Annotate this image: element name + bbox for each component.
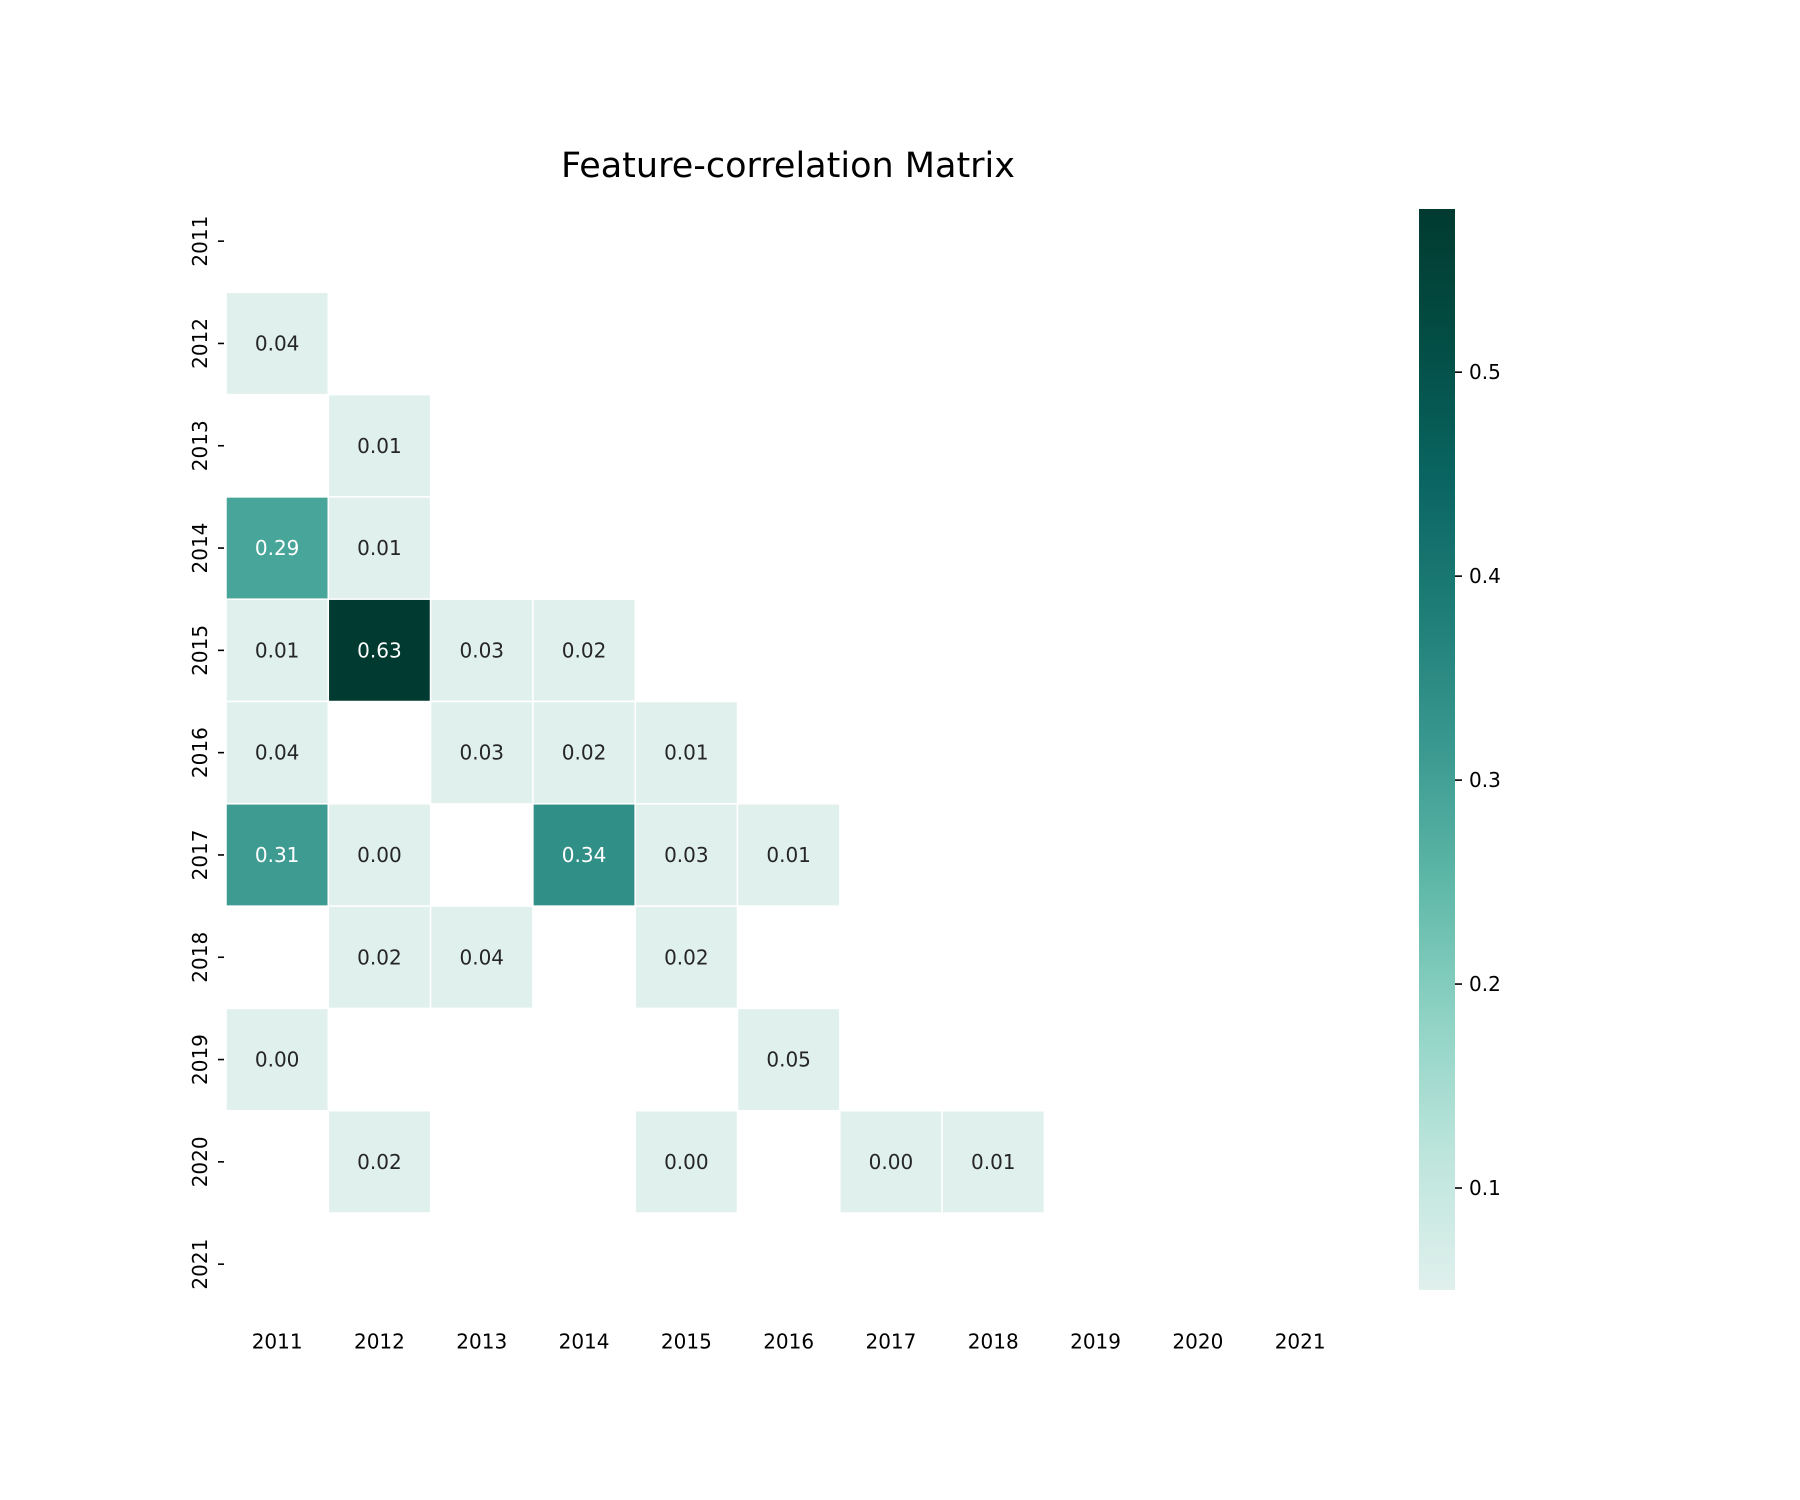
heatmap-cell xyxy=(736,1007,841,1112)
heatmap-cell xyxy=(429,700,534,805)
x-tick-label: 2015 xyxy=(661,1329,712,1353)
x-tick-label: 2021 xyxy=(1275,1329,1326,1353)
x-tick-label: 2019 xyxy=(1070,1329,1121,1353)
x-tick-label: 2016 xyxy=(763,1329,814,1353)
cell-value-label: 0.01 xyxy=(664,741,709,765)
cell-value-label: 0.03 xyxy=(459,638,504,662)
y-tick-label: 2017 xyxy=(188,829,212,880)
heatmap-cell xyxy=(327,1109,432,1214)
heatmap-cells: 0.04 0.01 0.29 0.01 0.01 0.63 0.03 0.02 0.04 0.03… xyxy=(225,291,1046,1214)
cell-value-label: 0.01 xyxy=(357,536,402,560)
cell-value-label: 0.01 xyxy=(971,1150,1016,1174)
y-tick-label: 2020 xyxy=(188,1136,212,1187)
heatmap-cell xyxy=(225,291,330,396)
cell-value-label: 0.29 xyxy=(255,536,300,560)
cell-value-label: 0.00 xyxy=(357,843,402,867)
cell-value-label: 0.02 xyxy=(664,945,709,969)
y-tick-label: 2014 xyxy=(188,523,212,574)
y-tick-label: 2018 xyxy=(188,932,212,983)
heatmap-cell xyxy=(327,393,432,498)
cell-value-label: 0.31 xyxy=(255,843,300,867)
heatmap-cell xyxy=(532,598,636,703)
y-tick-label: 2011 xyxy=(188,216,212,267)
cell-value-label: 0.02 xyxy=(562,638,607,662)
cell-value-label: 0.00 xyxy=(664,1150,709,1174)
x-tick-label: 2017 xyxy=(865,1329,916,1353)
cell-value-label: 0.04 xyxy=(255,331,300,355)
heatmap-cell xyxy=(634,1109,739,1214)
heatmap-cell xyxy=(634,803,739,907)
heatmap-cell xyxy=(327,496,432,600)
cell-value-label: 0.02 xyxy=(562,741,607,765)
cell-value-label: 0.04 xyxy=(255,741,300,765)
heatmap-cell xyxy=(941,1109,1046,1214)
cell-value-label: 0.00 xyxy=(869,1150,914,1174)
heatmap-cell xyxy=(327,803,432,907)
y-tick-label: 2016 xyxy=(188,727,212,778)
colorbar: 0.1 0.2 0.3 0.4 0.5 xyxy=(1419,209,1501,1290)
cell-value-label: 0.02 xyxy=(357,1150,402,1174)
heatmap-cell xyxy=(327,905,432,1010)
heatmap-cell xyxy=(634,905,739,1010)
cell-value-label: 0.03 xyxy=(664,843,709,867)
heatmap-cell xyxy=(225,496,330,600)
colorbar-tick-label: 0.2 xyxy=(1469,972,1501,996)
x-tick-label: 2020 xyxy=(1172,1329,1223,1353)
cell-value-label: 0.34 xyxy=(562,843,607,867)
heatmap-cell xyxy=(429,905,534,1010)
cell-value-label: 0.63 xyxy=(357,638,402,662)
y-tick-label: 2021 xyxy=(188,1239,212,1290)
cell-value-label: 0.05 xyxy=(766,1048,811,1072)
heatmap-cell xyxy=(839,1109,943,1214)
x-axis: 2011 2012 2013 2014 2015 2016 2017 2018 2019 2020… xyxy=(252,1329,1326,1353)
colorbar-tick-label: 0.5 xyxy=(1469,360,1501,384)
cell-value-label: 0.01 xyxy=(255,638,300,662)
x-tick-label: 2011 xyxy=(252,1329,303,1353)
colorbar-tick-label: 0.1 xyxy=(1469,1176,1501,1200)
heatmap-cell xyxy=(327,598,432,703)
heatmap-cell xyxy=(736,803,841,907)
y-tick-label: 2012 xyxy=(188,318,212,369)
cell-value-label: 0.00 xyxy=(255,1048,300,1072)
cell-value-label: 0.03 xyxy=(459,741,504,765)
x-tick-label: 2018 xyxy=(968,1329,1019,1353)
colorbar-tick-label: 0.3 xyxy=(1469,768,1501,792)
x-tick-label: 2012 xyxy=(354,1329,405,1353)
heatmap-cell xyxy=(225,803,330,907)
cell-value-label: 0.02 xyxy=(357,945,402,969)
cell-value-label: 0.01 xyxy=(357,434,402,458)
y-tick-label: 2013 xyxy=(188,420,212,471)
x-tick-label: 2014 xyxy=(559,1329,610,1353)
x-tick-label: 2013 xyxy=(456,1329,507,1353)
cell-value-label: 0.04 xyxy=(459,945,504,969)
chart-title: Feature-correlation Matrix xyxy=(561,146,1015,186)
cell-value-label: 0.01 xyxy=(766,843,811,867)
heatmap-cell xyxy=(225,1007,330,1112)
y-axis: 2011 2012 2013 2014 2015 2016 2017 2018 2019 2020… xyxy=(188,216,224,1290)
colorbar-gradient xyxy=(1419,209,1455,1290)
y-tick-label: 2019 xyxy=(188,1034,212,1085)
y-tick-label: 2015 xyxy=(188,625,212,676)
colorbar-tick-label: 0.4 xyxy=(1469,564,1501,588)
heatmap-cell xyxy=(634,700,739,805)
